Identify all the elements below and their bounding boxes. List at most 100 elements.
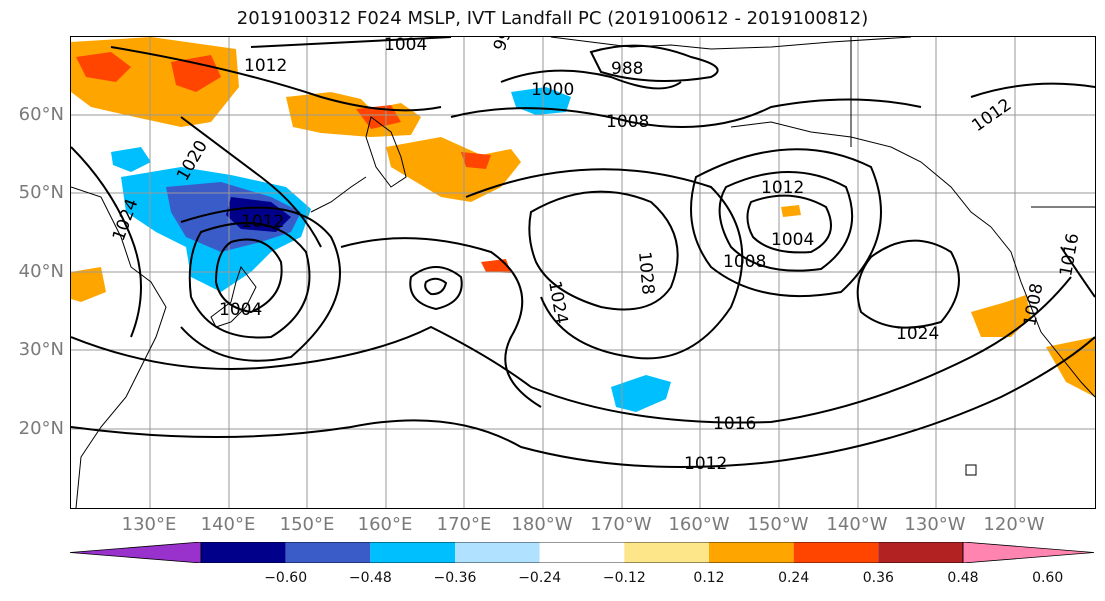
isobar-label: 998 bbox=[490, 37, 520, 54]
hawaii bbox=[965, 464, 977, 476]
colorbar-tick-label: −0.36 bbox=[433, 570, 477, 586]
isobar-1028-high bbox=[528, 190, 679, 311]
lon-label: 160°E bbox=[357, 514, 413, 535]
isobar-label: 1008 bbox=[1020, 282, 1047, 328]
isobar-label: 1012 bbox=[241, 212, 284, 232]
isobar-1024-central bbox=[340, 237, 542, 408]
isobar-1008-east bbox=[970, 82, 1095, 98]
lon-label: 140°E bbox=[200, 514, 256, 535]
positive-patch-california bbox=[971, 295, 1031, 337]
colorbar-tick-label: −0.24 bbox=[518, 570, 562, 586]
negative-patch-subtropics bbox=[611, 375, 671, 412]
lon-label: 120°W bbox=[983, 514, 1045, 535]
isobar-1016 bbox=[71, 276, 1072, 424]
colorbar-tick-label: 0.24 bbox=[778, 570, 810, 586]
positive-patch-okhotsk-core bbox=[356, 105, 401, 129]
isobar-label: 1012 bbox=[244, 56, 287, 76]
isobar-1004-top bbox=[250, 37, 452, 48]
colorbar-segment bbox=[624, 542, 709, 563]
map-title: 2019100312 F024 MSLP, IVT Landfall PC (2… bbox=[236, 8, 869, 29]
colorbar-segment bbox=[539, 542, 625, 563]
colorbar-segment bbox=[370, 542, 455, 563]
isobar-1024-west bbox=[71, 146, 142, 338]
lon-label: 130°W bbox=[904, 514, 966, 535]
lon-label: 170°E bbox=[436, 514, 492, 535]
isobar-label: 1024 bbox=[544, 279, 571, 325]
isobar-1012-south bbox=[71, 336, 1095, 468]
lon-label: 150°W bbox=[747, 514, 809, 535]
isobar-1020-japan bbox=[180, 116, 322, 248]
positive-patch-kamchatka-core bbox=[461, 152, 491, 169]
colorbar-tick-label: 0.12 bbox=[693, 570, 725, 586]
isobar-label: 1016 bbox=[713, 414, 756, 434]
lat-label-40n: 40°N bbox=[18, 261, 64, 282]
isobar-label: 1028 bbox=[634, 251, 658, 296]
isobar-1008-north bbox=[450, 98, 922, 128]
colorbar-extension-min bbox=[70, 542, 202, 563]
isobar-label: 1012 bbox=[761, 178, 804, 198]
lat-label-60n: 60°N bbox=[18, 104, 64, 125]
colorbar-segment bbox=[878, 542, 963, 563]
colorbar-tick-label: 0.48 bbox=[947, 570, 979, 586]
lon-label: 170°W bbox=[590, 514, 652, 535]
alaska-coast bbox=[730, 121, 992, 228]
asia-coast bbox=[71, 186, 167, 508]
positive-patch-ne-pacific bbox=[781, 205, 801, 217]
colorbar-tick-label: 0.36 bbox=[862, 570, 894, 586]
isobar-label: 1024 bbox=[896, 324, 939, 344]
colorbar-segment bbox=[709, 542, 794, 563]
isobar-1024-east bbox=[856, 239, 960, 329]
isobar-label: 1008 bbox=[606, 112, 649, 132]
colorbar-tick-label: 0.60 bbox=[1032, 570, 1064, 586]
positive-patch-mexico bbox=[1046, 337, 1095, 397]
colorbar-tick-label: −0.48 bbox=[348, 570, 392, 586]
isobar-low-central-outer bbox=[409, 266, 463, 311]
map-canvas: 1004 1012 1020 1024 1012 1004 1000 988 9… bbox=[71, 37, 1095, 508]
isobar-label: 1008 bbox=[723, 252, 766, 272]
isobar-low-central-inner bbox=[424, 277, 448, 296]
graticule bbox=[71, 37, 1095, 508]
isobar-low-japan-outer bbox=[188, 222, 311, 339]
colorbar-extension-max bbox=[962, 542, 1094, 563]
isobar-label: 1004 bbox=[219, 300, 262, 320]
colorbar bbox=[70, 542, 1094, 563]
lon-label: 160°W bbox=[668, 514, 730, 535]
colorbar-tick-label: −0.12 bbox=[602, 570, 646, 586]
colorbar-segment bbox=[201, 542, 286, 563]
isobar-low-ne-outer bbox=[690, 148, 882, 298]
arctic-coast bbox=[550, 37, 912, 50]
colorbar-segment bbox=[455, 542, 540, 563]
positive-patch-nw-core2 bbox=[171, 55, 221, 92]
isobar-1024-high bbox=[465, 168, 744, 360]
map-panel: 1004 1012 1020 1024 1012 1004 1000 988 9… bbox=[70, 36, 1096, 509]
isobar-label: 1012 bbox=[968, 95, 1015, 136]
colorbar-tick-label: −0.60 bbox=[264, 570, 308, 586]
isobar-label: 1004 bbox=[771, 230, 814, 250]
isobar-label: 1004 bbox=[384, 37, 427, 55]
lon-label: 130°E bbox=[121, 514, 177, 535]
lat-label-50n: 50°N bbox=[18, 182, 64, 203]
isobar-low-ne-mid bbox=[718, 171, 854, 272]
kurils bbox=[310, 176, 367, 213]
negative-patch-nw bbox=[111, 147, 151, 172]
positive-patch-west-edge bbox=[71, 267, 106, 302]
lon-label: 180°W bbox=[511, 514, 573, 535]
colorbar-frame bbox=[200, 542, 964, 563]
isobar-1012-east bbox=[1060, 246, 1095, 298]
isobar-1012-nw bbox=[110, 46, 442, 112]
positive-patch-kamchatka bbox=[386, 137, 521, 202]
colorbar-segment bbox=[285, 542, 371, 563]
isobar-label: 988 bbox=[611, 59, 643, 79]
isobar-1016-japan bbox=[180, 206, 341, 362]
lon-label: 150°E bbox=[279, 514, 335, 535]
isobar-1000-arctic bbox=[500, 69, 682, 90]
coastlines bbox=[71, 37, 1095, 508]
isobar-low-japan-inner bbox=[214, 238, 283, 314]
lat-label-20n: 20°N bbox=[18, 418, 64, 439]
isobars bbox=[71, 37, 1095, 468]
isobar-label: 1000 bbox=[531, 80, 574, 100]
isobar-label: 1012 bbox=[684, 454, 727, 474]
colorbar-segment bbox=[793, 542, 879, 563]
positive-patch-nw-core bbox=[76, 52, 131, 82]
isobar-988 bbox=[589, 44, 719, 82]
